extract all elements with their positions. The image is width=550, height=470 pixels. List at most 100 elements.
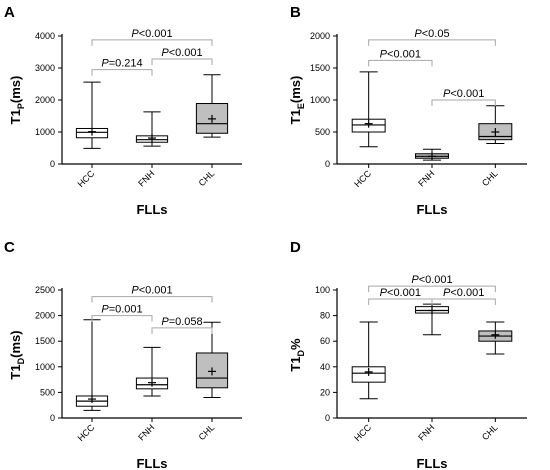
x-axis-label: FLLs <box>416 456 447 470</box>
category-label: HCC <box>352 168 373 189</box>
p-value-label: P=0.058 <box>161 316 202 328</box>
significance-bracket: P<0.001 <box>368 48 433 67</box>
box-chl <box>478 105 513 145</box>
category-label: FNH <box>416 422 436 442</box>
bracket-line <box>151 327 213 334</box>
box-chl <box>195 74 229 138</box>
chart-panel-a: A 0 1000 2000 3000 4000 T1P(ms) HCC FNH CHL FLLs P=… <box>4 4 242 217</box>
y-tick-label: 2000 <box>35 311 55 321</box>
y-tick-label: 0 <box>325 159 330 169</box>
category-label: FNH <box>136 422 156 442</box>
box-fnh <box>415 303 449 336</box>
p-value-label: P<0.001 <box>443 88 484 100</box>
p-value-label: P<0.001 <box>131 28 172 40</box>
p-value-label: P<0.001 <box>443 287 484 299</box>
y-axis-label: T1D(ms) <box>8 330 26 379</box>
p-value-label: P=0.001 <box>101 304 142 316</box>
x-axis-label: FLLs <box>136 456 167 470</box>
y-tick-label: 40 <box>320 362 330 372</box>
p-value-label: P<0.001 <box>161 47 202 59</box>
category-label: CHL <box>197 422 217 442</box>
category-label: HCC <box>352 422 373 443</box>
y-tick-label: 80 <box>320 311 330 321</box>
bracket-line <box>368 298 433 305</box>
y-tick-label: 1500 <box>310 63 330 73</box>
y-tick-label: 0 <box>50 159 55 169</box>
y-axis-label: T1E(ms) <box>288 76 306 125</box>
significance-bracket: P<0.001 <box>368 274 496 293</box>
y-tick-label: 2500 <box>35 285 55 295</box>
significance-bracket: P<0.001 <box>431 88 496 106</box>
panel-letter: B <box>290 4 301 21</box>
p-value-label: P<0.05 <box>414 28 449 40</box>
y-tick-label: 500 <box>40 387 55 397</box>
bracket-line <box>91 315 153 322</box>
chart-panel-c: C 0 500 1000 1500 2000 2500 T1D(ms) HCC FNH CHL FLL… <box>4 239 242 470</box>
box-hcc <box>351 321 386 400</box>
y-tick-label: 3000 <box>35 63 55 73</box>
box-fnh <box>135 111 169 147</box>
significance-bracket: P<0.001 <box>91 28 213 46</box>
box-chl <box>195 321 229 399</box>
panel-letter: D <box>290 239 301 256</box>
y-tick-label: 2000 <box>310 31 330 41</box>
y-tick-label: 1000 <box>35 127 55 137</box>
x-axis-label: FLLs <box>136 202 167 217</box>
bracket-line <box>431 298 496 305</box>
y-tick-label: 2000 <box>35 95 55 105</box>
category-label: FNH <box>136 168 156 188</box>
category-label: CHL <box>197 168 217 188</box>
y-tick-label: 500 <box>315 127 330 137</box>
y-tick-label: 1000 <box>35 362 55 372</box>
chart-panel-b: B 0 500 1000 1500 2000 T1E(ms) HCC FNH CHL FLLs P<0… <box>288 4 527 217</box>
bracket-line <box>91 39 213 46</box>
p-value-label: P=0.214 <box>101 58 142 70</box>
box-fnh <box>135 346 169 397</box>
y-tick-label: 20 <box>320 387 330 397</box>
box-hcc <box>75 81 109 149</box>
p-value-label: P<0.001 <box>411 274 452 286</box>
box-hcc <box>75 319 109 411</box>
y-tick-label: 1500 <box>35 336 55 346</box>
significance-bracket: P<0.001 <box>91 285 213 303</box>
category-label: HCC <box>76 168 97 189</box>
y-tick-label: 1000 <box>310 95 330 105</box>
y-axis-label: T1P(ms) <box>8 76 26 125</box>
category-label: CHL <box>480 422 500 442</box>
category-label: HCC <box>76 422 97 443</box>
box-chl <box>478 321 513 355</box>
category-label: FNH <box>416 168 436 188</box>
box-fnh <box>415 148 449 161</box>
y-tick-label: 100 <box>315 285 330 295</box>
bracket-line <box>151 58 213 66</box>
significance-bracket: P<0.05 <box>368 28 496 46</box>
p-value-label: P<0.001 <box>380 48 421 60</box>
bracket-line <box>91 69 153 76</box>
p-value-label: P<0.001 <box>131 285 172 297</box>
bracket-line <box>91 296 213 303</box>
y-axis-label: T1D% <box>288 338 306 372</box>
significance-bracket: P<0.001 <box>151 47 213 66</box>
bracket-line <box>368 285 496 293</box>
p-value-label: P<0.001 <box>380 287 421 299</box>
y-tick-label: 4000 <box>35 31 55 41</box>
box-hcc <box>351 71 386 148</box>
category-label: CHL <box>480 168 500 188</box>
significance-bracket: P<0.001 <box>431 287 496 305</box>
significance-bracket: P=0.001 <box>91 304 153 322</box>
significance-bracket: P=0.214 <box>91 58 153 76</box>
y-tick-label: 0 <box>325 413 330 423</box>
x-axis-label: FLLs <box>416 202 447 217</box>
bracket-line <box>368 59 433 67</box>
significance-bracket: P=0.058 <box>151 316 213 334</box>
bracket-line <box>368 39 496 46</box>
panel-letter: C <box>4 239 15 256</box>
box-iqr <box>195 352 229 389</box>
bracket-line <box>431 99 496 106</box>
panel-letter: A <box>4 4 15 21</box>
y-tick-label: 60 <box>320 336 330 346</box>
significance-bracket: P<0.001 <box>368 287 433 305</box>
y-tick-label: 0 <box>50 413 55 423</box>
